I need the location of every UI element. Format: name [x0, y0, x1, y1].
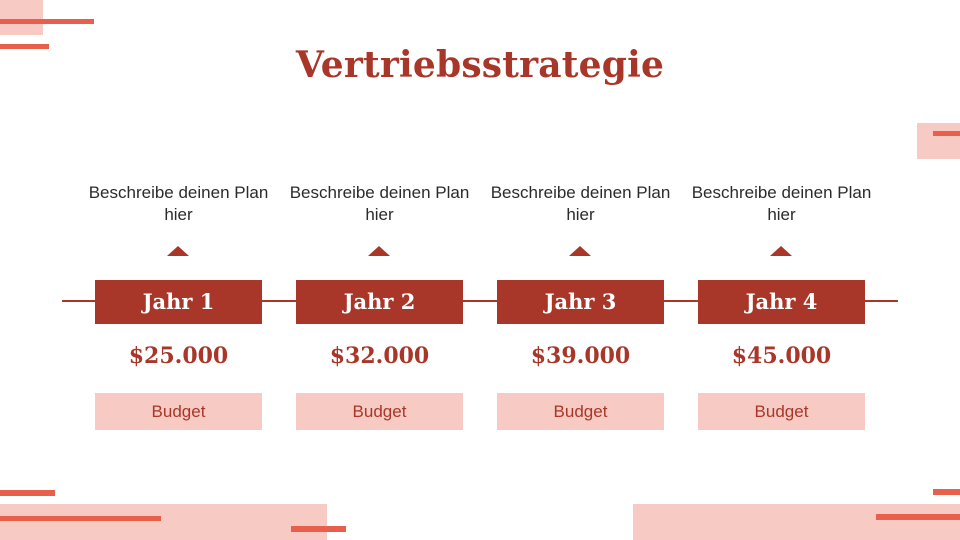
- decor-line-bottom-center: [291, 526, 346, 532]
- decor-block-top-left: [0, 0, 43, 35]
- timeline-line: [62, 300, 898, 302]
- budget-amount: $32.000: [329, 343, 430, 369]
- slide-title: Vertriebsstrategie: [295, 44, 665, 86]
- arrow-up-icon: [368, 246, 390, 256]
- decor-block-bottom-left: [0, 504, 327, 540]
- year-label: Jahr 4: [698, 280, 865, 324]
- year-label: Jahr 2: [296, 280, 463, 324]
- budget-amount: $39.000: [530, 343, 631, 369]
- budget-amount: $45.000: [731, 343, 832, 369]
- decor-line-bottom-right-2: [876, 514, 960, 520]
- year-label: Jahr 1: [95, 280, 262, 324]
- decor-line-right: [933, 131, 960, 136]
- budget-label: Budget: [497, 393, 664, 430]
- step-description: Beschreibe deinen Plan hier: [88, 183, 269, 224]
- year-label: Jahr 3: [497, 280, 664, 324]
- decor-block-right: [917, 123, 960, 159]
- decor-line-top-left-1: [0, 19, 94, 24]
- arrow-up-icon: [569, 246, 591, 256]
- budget-amount: $25.000: [128, 343, 229, 369]
- step-description: Beschreibe deinen Plan hier: [289, 183, 470, 224]
- arrow-up-icon: [167, 246, 189, 256]
- arrow-up-icon: [770, 246, 792, 256]
- step-description: Beschreibe deinen Plan hier: [490, 183, 671, 224]
- budget-label: Budget: [95, 393, 262, 430]
- decor-block-bottom-right: [633, 504, 960, 540]
- step-description: Beschreibe deinen Plan hier: [691, 183, 872, 224]
- decor-line-bottom-right-1: [933, 489, 960, 495]
- decor-line-bottom-left-2: [0, 516, 161, 521]
- budget-label: Budget: [296, 393, 463, 430]
- budget-label: Budget: [698, 393, 865, 430]
- decor-line-top-left-2: [0, 44, 49, 49]
- decor-line-bottom-left-1: [0, 490, 55, 496]
